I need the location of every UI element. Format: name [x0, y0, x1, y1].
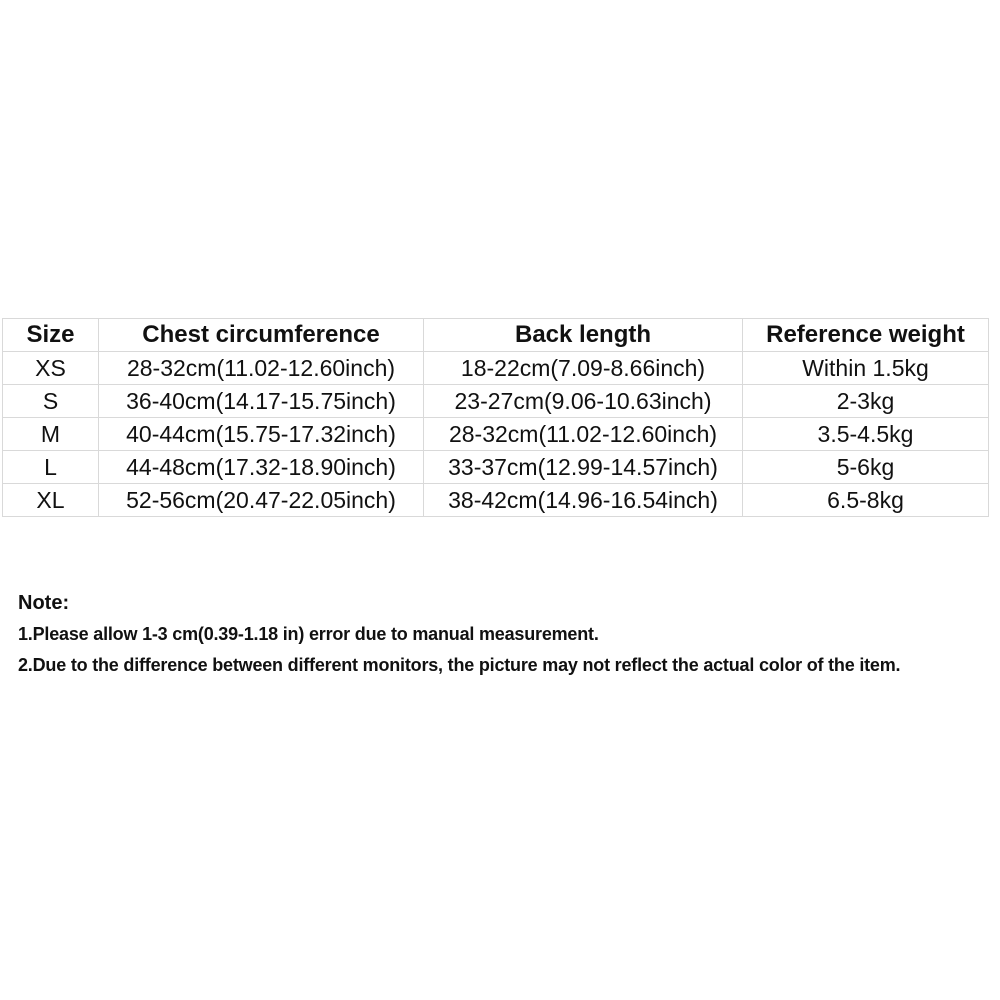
column-header-chest: Chest circumference: [98, 318, 424, 352]
cell-size: M: [2, 417, 99, 451]
cell-back: 38-42cm(14.96-16.54inch): [423, 483, 743, 517]
table-row-l: L 44-48cm(17.32-18.90inch) 33-37cm(12.99…: [2, 450, 989, 484]
column-header-back: Back length: [423, 318, 743, 352]
table-header-row: Size Chest circumference Back length Ref…: [2, 318, 989, 352]
cell-weight: 2-3kg: [742, 384, 989, 418]
cell-size: XL: [2, 483, 99, 517]
cell-back: 28-32cm(11.02-12.60inch): [423, 417, 743, 451]
note-line-2: 2.Due to the difference between differen…: [18, 655, 901, 675]
note-line-1: 1.Please allow 1-3 cm(0.39-1.18 in) erro…: [18, 624, 599, 644]
cell-chest: 52-56cm(20.47-22.05inch): [98, 483, 424, 517]
cell-size: L: [2, 450, 99, 484]
table-row-xl: XL 52-56cm(20.47-22.05inch) 38-42cm(14.9…: [2, 483, 989, 517]
cell-size: S: [2, 384, 99, 418]
cell-back: 18-22cm(7.09-8.66inch): [423, 351, 743, 385]
column-header-size: Size: [2, 318, 99, 352]
notes-title: Note:: [18, 592, 70, 614]
cell-chest: 36-40cm(14.17-15.75inch): [98, 384, 424, 418]
cell-size: XS: [2, 351, 99, 385]
cell-weight: 5-6kg: [742, 450, 989, 484]
cell-back: 33-37cm(12.99-14.57inch): [423, 450, 743, 484]
cell-chest: 28-32cm(11.02-12.60inch): [98, 351, 424, 385]
table-row-s: S 36-40cm(14.17-15.75inch) 23-27cm(9.06-…: [2, 384, 989, 418]
cell-weight: 6.5-8kg: [742, 483, 989, 517]
cell-chest: 40-44cm(15.75-17.32inch): [98, 417, 424, 451]
cell-weight: Within 1.5kg: [742, 351, 989, 385]
cell-back: 23-27cm(9.06-10.63inch): [423, 384, 743, 418]
cell-weight: 3.5-4.5kg: [742, 417, 989, 451]
cell-chest: 44-48cm(17.32-18.90inch): [98, 450, 424, 484]
table-row-m: M 40-44cm(15.75-17.32inch) 28-32cm(11.02…: [2, 417, 989, 451]
size-chart-table: Size Chest circumference Back length Ref…: [2, 318, 989, 517]
table-row-xs: XS 28-32cm(11.02-12.60inch) 18-22cm(7.09…: [2, 351, 989, 385]
notes-section: Note: 1.Please allow 1-3 cm(0.39-1.18 in…: [18, 588, 901, 681]
column-header-weight: Reference weight: [742, 318, 989, 352]
